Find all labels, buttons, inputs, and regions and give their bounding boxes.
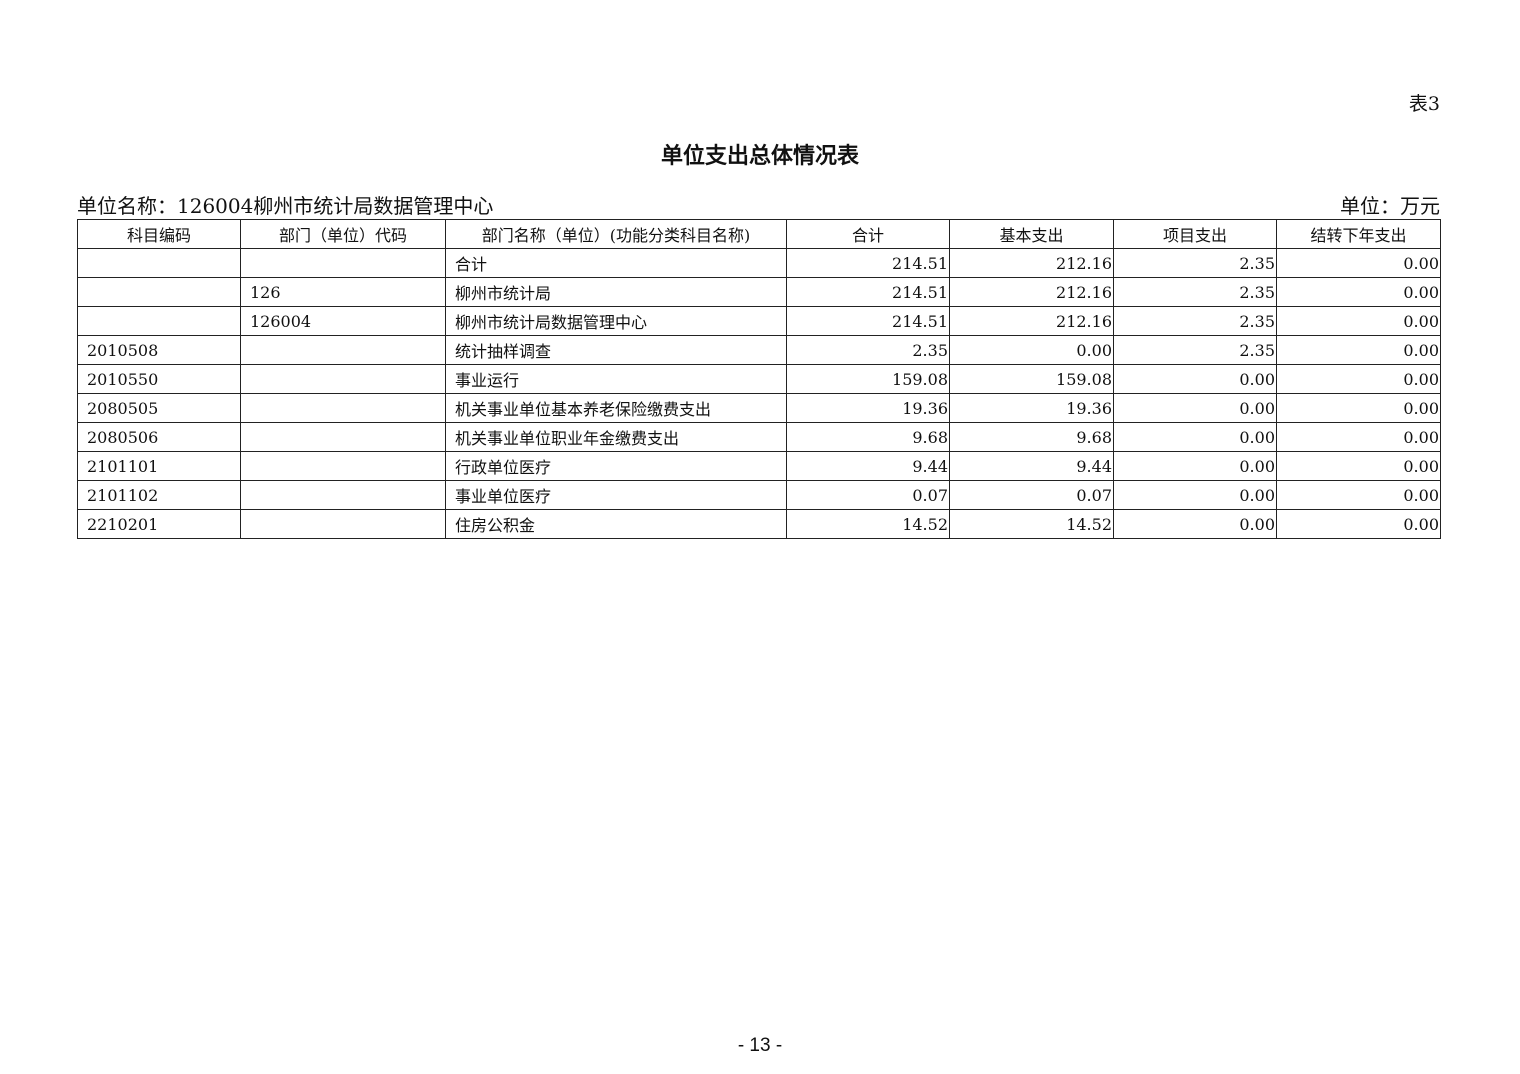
table-cell: 0.00 [1276, 451, 1441, 481]
table-cell: 2080506 [77, 422, 241, 452]
table-cell: 0.00 [1276, 277, 1441, 307]
table-cell: 合计 [445, 248, 787, 278]
table-cell: 2.35 [1113, 248, 1277, 278]
table-cell [240, 335, 446, 365]
column-header: 科目编码 [77, 219, 241, 249]
column-header: 部门（单位）代码 [240, 219, 446, 249]
table-row: 2101101 行政单位医疗 9.44 9.44 0.00 0.00 [77, 451, 1441, 481]
table-cell: 212.16 [949, 277, 1114, 307]
table-cell: 2101102 [77, 480, 241, 510]
table-cell [240, 509, 446, 539]
table-header-row: 科目编码 部门（单位）代码 部门名称（单位）(功能分类科目名称) 合计 基本支出 项目支出… [77, 219, 1441, 249]
table-cell: 19.36 [786, 393, 950, 423]
table-cell: 2010550 [77, 364, 241, 394]
table-cell: 住房公积金 [445, 509, 787, 539]
table-row: 合计 214.51 212.16 2.35 0.00 [77, 248, 1441, 278]
table-row: 126 柳州市统计局 214.51 212.16 2.35 0.00 [77, 277, 1441, 307]
table-cell [240, 422, 446, 452]
table-cell [240, 248, 446, 278]
table-cell [240, 451, 446, 481]
table-cell: 212.16 [949, 248, 1114, 278]
column-header: 结转下年支出 [1276, 219, 1441, 249]
table-cell: 9.44 [949, 451, 1114, 481]
table-cell: 0.00 [1276, 335, 1441, 365]
table-row: 2010550 事业运行 159.08 159.08 0.00 0.00 [77, 364, 1441, 394]
table-cell: 14.52 [786, 509, 950, 539]
table-cell: 2010508 [77, 335, 241, 365]
table-cell: 0.00 [1276, 306, 1441, 336]
table-cell: 柳州市统计局数据管理中心 [445, 306, 787, 336]
column-header: 基本支出 [949, 219, 1114, 249]
table-cell: 159.08 [786, 364, 950, 394]
expenditure-table: 科目编码 部门（单位）代码 部门名称（单位）(功能分类科目名称) 合计 基本支出 项目支出… [77, 219, 1441, 539]
table-cell: 机关事业单位职业年金缴费支出 [445, 422, 787, 452]
table-cell: 0.00 [1113, 451, 1277, 481]
table-cell: 9.68 [949, 422, 1114, 452]
table-cell: 14.52 [949, 509, 1114, 539]
table-cell: 统计抽样调查 [445, 335, 787, 365]
table-cell: 212.16 [949, 306, 1114, 336]
table-cell: 柳州市统计局 [445, 277, 787, 307]
table-cell: 2101101 [77, 451, 241, 481]
table-cell: 0.00 [1113, 422, 1277, 452]
unit-name: 单位名称：126004柳州市统计局数据管理中心 [77, 194, 494, 218]
table-row: 2101102 事业单位医疗 0.07 0.07 0.00 0.00 [77, 480, 1441, 510]
table-cell: 事业单位医疗 [445, 480, 787, 510]
table-cell: 事业运行 [445, 364, 787, 394]
table-cell: 214.51 [786, 277, 950, 307]
table-cell [240, 364, 446, 394]
table-cell: 0.00 [1276, 509, 1441, 539]
table-cell: 0.07 [786, 480, 950, 510]
column-header: 合计 [786, 219, 950, 249]
table-row: 2210201 住房公积金 14.52 14.52 0.00 0.00 [77, 509, 1441, 539]
table-cell [77, 306, 241, 336]
page-title: 单位支出总体情况表 [660, 144, 859, 169]
table-row: 2010508 统计抽样调查 2.35 0.00 2.35 0.00 [77, 335, 1441, 365]
table-cell: 机关事业单位基本养老保险缴费支出 [445, 393, 787, 423]
table-cell: 2210201 [77, 509, 241, 539]
table-cell: 159.08 [949, 364, 1114, 394]
table-cell: 0.00 [1276, 364, 1441, 394]
column-header: 项目支出 [1113, 219, 1277, 249]
table-cell: 126 [240, 277, 446, 307]
table-row: 2080505 机关事业单位基本养老保险缴费支出 19.36 19.36 0.00 0.0… [77, 393, 1441, 423]
table-cell: 2.35 [1113, 335, 1277, 365]
table-cell: 0.00 [1276, 480, 1441, 510]
table-cell [77, 248, 241, 278]
table-row: 126004 柳州市统计局数据管理中心 214.51 212.16 2.35 0.00 [77, 306, 1441, 336]
table-row: 2080506 机关事业单位职业年金缴费支出 9.68 9.68 0.00 0.00 [77, 422, 1441, 452]
table-cell: 2.35 [786, 335, 950, 365]
table-cell: 0.00 [1113, 480, 1277, 510]
table-cell: 0.00 [949, 335, 1114, 365]
table-cell: 2080505 [77, 393, 241, 423]
table-cell: 214.51 [786, 248, 950, 278]
table-cell: 0.00 [1113, 509, 1277, 539]
table-cell: 行政单位医疗 [445, 451, 787, 481]
page-number: - 13 - [737, 1035, 783, 1056]
table-cell: 2.35 [1113, 306, 1277, 336]
table-number: 表3 [1408, 93, 1440, 115]
table-cell: 0.00 [1276, 248, 1441, 278]
currency-unit: 单位：万元 [1340, 194, 1440, 218]
table-cell: 19.36 [949, 393, 1114, 423]
table-cell: 126004 [240, 306, 446, 336]
table-cell: 2.35 [1113, 277, 1277, 307]
table-cell: 0.07 [949, 480, 1114, 510]
table-cell: 214.51 [786, 306, 950, 336]
table-cell: 9.44 [786, 451, 950, 481]
table-cell [77, 277, 241, 307]
table-cell [240, 480, 446, 510]
table-cell: 0.00 [1276, 422, 1441, 452]
table-cell: 0.00 [1113, 364, 1277, 394]
table-cell [240, 393, 446, 423]
table-cell: 9.68 [786, 422, 950, 452]
table-cell: 0.00 [1276, 393, 1441, 423]
table-cell: 0.00 [1113, 393, 1277, 423]
column-header: 部门名称（单位）(功能分类科目名称) [445, 219, 787, 249]
